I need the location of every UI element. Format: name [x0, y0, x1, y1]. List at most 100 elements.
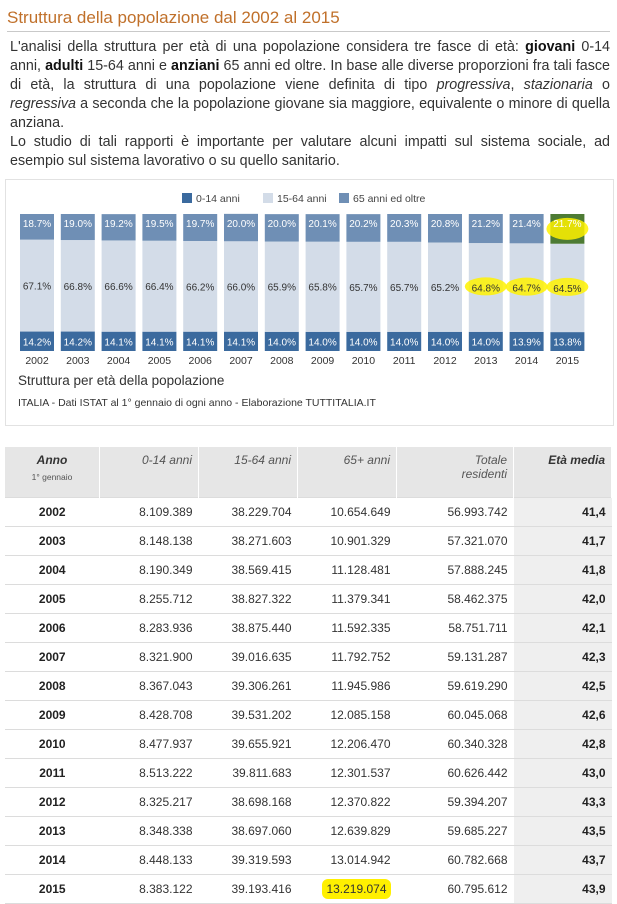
cell-eta-media: 42,8 — [513, 729, 612, 759]
x-tick-label: 2003 — [66, 355, 90, 367]
cell-anno: 2010 — [5, 729, 100, 759]
legend-label: 65 anni ed oltre — [353, 193, 426, 205]
highlight-mark — [464, 277, 507, 296]
data-label: 20.2% — [349, 219, 377, 230]
bar-segment — [224, 241, 258, 332]
x-tick-label: 2004 — [107, 355, 131, 367]
data-label: 20.0% — [227, 219, 255, 230]
intro-italic-progressiva: progressiva — [436, 77, 511, 93]
cell-15-64: 38.271.603 — [198, 526, 298, 556]
cell-eta-media: 43,3 — [513, 787, 612, 817]
bar-segment — [20, 331, 54, 351]
cell-eta-media: 41,8 — [513, 555, 612, 585]
data-label: 66.4% — [145, 282, 173, 293]
highlight-mark — [546, 277, 589, 296]
cell-anno: 2011 — [5, 758, 100, 788]
intro-bold-anziani: anziani — [171, 58, 220, 74]
data-label: 14.1% — [104, 337, 132, 348]
cell-totale: 57.888.245 — [396, 555, 514, 585]
cell-15-64: 38.875.440 — [198, 613, 298, 643]
data-label: 21.7% — [553, 219, 581, 230]
bar-segment — [20, 214, 54, 240]
cell-65plus: 11.379.341 — [297, 584, 397, 614]
bar-segment — [60, 214, 95, 241]
x-tick-label: 2014 — [515, 355, 539, 367]
table-row: 2011 8.513.222 39.811.683 12.301.537 60.626.… — [5, 758, 612, 788]
x-tick-label: 2011 — [393, 355, 416, 367]
cell-0-14: 8.383.122 — [99, 874, 199, 904]
bar-segment — [509, 214, 544, 244]
intro-paragraph-2: Lo studio di tali rapporti è importante … — [10, 134, 610, 169]
cell-anno: 2013 — [5, 816, 100, 846]
x-tick-label: 2008 — [270, 355, 294, 367]
chart-panel: 0-14 anni 15-64 anni 65 anni ed oltre 14.2%… — [5, 179, 614, 426]
data-label: 66.6% — [104, 282, 132, 293]
table-row: 2004 8.190.349 38.569.415 11.128.481 57.888.… — [5, 555, 612, 585]
bar-segment — [509, 331, 544, 351]
data-label: 65.7% — [390, 283, 418, 294]
cell-eta-media: 42,3 — [513, 642, 612, 672]
intro-text: o — [592, 77, 610, 93]
data-label: 14.0% — [268, 337, 296, 348]
data-label: 64.5% — [553, 284, 581, 295]
cell-totale: 60.045.068 — [396, 700, 514, 730]
bar-segment — [387, 214, 422, 242]
bar-segment — [183, 331, 218, 351]
data-label: 64.7% — [512, 284, 540, 295]
bar-segment — [60, 240, 95, 332]
header-15-64: 15-64 anni — [198, 447, 298, 498]
data-label: 21.4% — [512, 219, 540, 230]
legend-swatch — [339, 193, 349, 203]
cell-65plus: 12.370.822 — [297, 787, 397, 817]
table-row: 2014 8.448.133 39.319.593 13.014.942 60.782.… — [5, 845, 612, 875]
x-tick-label: 2007 — [229, 355, 253, 367]
cell-anno: 2015 — [5, 874, 100, 904]
header-anno: Anno 1° gennaio — [5, 447, 100, 498]
data-label: 19.2% — [104, 219, 132, 230]
legend-swatch — [263, 193, 273, 203]
table-row: 2005 8.255.712 38.827.322 11.379.341 58.462.… — [5, 584, 612, 614]
data-label: 13.9% — [512, 337, 540, 348]
cell-anno: 2007 — [5, 642, 100, 672]
bar-segment — [264, 331, 299, 351]
cell-0-14: 8.109.389 — [99, 497, 199, 527]
data-label: 65.7% — [349, 283, 377, 294]
bar-segment — [468, 214, 503, 244]
cell-0-14: 8.148.138 — [99, 526, 199, 556]
table-row: 2003 8.148.138 38.271.603 10.901.329 57.321.… — [5, 526, 612, 556]
cell-totale: 59.131.287 — [396, 642, 514, 672]
table-row: 2009 8.428.708 39.531.202 12.085.158 60.045.… — [5, 700, 612, 730]
intro-bold-giovani: giovani — [525, 39, 576, 55]
header-0-14: 0-14 anni — [99, 447, 199, 498]
bar-segment — [60, 331, 95, 351]
bar-segment — [224, 213, 258, 242]
cell-0-14: 8.428.708 — [99, 700, 199, 730]
legend-swatch — [182, 193, 192, 203]
page-title: Struttura della popolazione dal 2002 al … — [7, 8, 340, 27]
cell-eta-media: 41,7 — [513, 526, 612, 556]
table-row: 2015 8.383.122 39.193.416 13.219.074 60.795.… — [5, 874, 612, 904]
bar-segment — [101, 331, 136, 351]
cell-65plus: 12.206.470 — [297, 729, 397, 759]
cell-65plus: 11.592.335 — [297, 613, 397, 643]
highlight-mark — [546, 217, 589, 240]
legend-label: 15-64 anni — [277, 193, 327, 205]
x-tick-label: 2015 — [556, 355, 580, 367]
cell-totale: 58.751.711 — [396, 613, 514, 643]
cell-eta-media: 41,4 — [513, 497, 612, 527]
data-label: 14.0% — [431, 337, 459, 348]
cell-anno: 2012 — [5, 787, 100, 817]
cell-anno: 2003 — [5, 526, 100, 556]
intro-text: L'analisi della struttura per età di una… — [10, 39, 526, 55]
cell-0-14: 8.255.712 — [99, 584, 199, 614]
title-divider — [7, 31, 610, 32]
legend-label: 0-14 anni — [196, 193, 240, 205]
cell-anno: 2005 — [5, 584, 100, 614]
cell-totale: 60.782.668 — [396, 845, 514, 875]
data-label: 66.8% — [64, 282, 92, 293]
bar-segment — [183, 214, 218, 241]
cell-eta-media: 43,5 — [513, 816, 612, 846]
x-tick-label: 2005 — [148, 355, 172, 367]
x-tick-label: 2006 — [189, 355, 213, 367]
intro-text: a seconda che la popolazione giovane sia… — [10, 96, 610, 131]
